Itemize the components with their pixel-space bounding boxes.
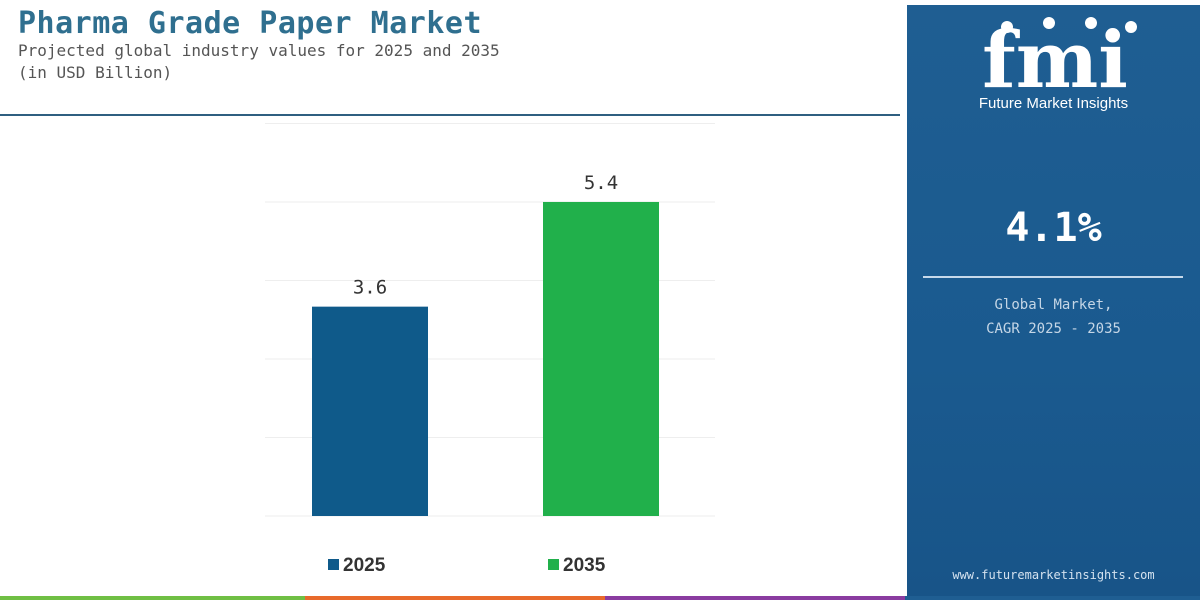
subtitle-line-1: Projected global industry values for 202… (18, 41, 500, 60)
data-label-2025: 3.6 (353, 277, 387, 299)
bars (312, 201, 659, 516)
chart-area: Pharma Grade Paper Market Projected glob… (0, 6, 900, 576)
cagr-label: Global Market, CAGR 2025 - 2035 (907, 293, 1200, 341)
bar-chart: 3.6 5.4 2025 2035 (265, 122, 715, 576)
logo-subtext: Future Market Insights (978, 95, 1129, 112)
logo-dot-2 (1043, 17, 1055, 29)
legend-swatch-2035 (548, 559, 559, 570)
strip-segment (305, 596, 605, 600)
strip-segment (605, 596, 905, 600)
bar-2035 (543, 201, 659, 516)
subtitle-line-2: (in USD Billion) (18, 63, 173, 82)
data-labels: 3.6 5.4 (353, 172, 618, 299)
bottom-color-strip (0, 596, 1200, 600)
logo-dot-3 (1085, 17, 1097, 29)
chart-subtitle: Projected global industry values for 202… (18, 40, 500, 84)
header-divider (0, 114, 900, 116)
bar-2025 (312, 306, 428, 516)
strip-segment (0, 596, 305, 600)
cagr-label-line-2: CAGR 2025 - 2035 (986, 321, 1121, 337)
panel-divider (923, 276, 1183, 278)
fmi-logo: fmi (982, 15, 1137, 95)
data-label-2035: 5.4 (584, 172, 618, 194)
legend-label-2035: 2035 (563, 555, 606, 576)
legend-swatch-2025 (328, 559, 339, 570)
cagr-value: 4.1% (1005, 205, 1102, 251)
logo-dot-4 (1125, 21, 1137, 33)
legend: 2025 2035 (328, 555, 606, 576)
chart-title: Pharma Grade Paper Market (18, 6, 483, 41)
legend-label-2025: 2025 (343, 555, 386, 576)
side-panel: fmi Future Market Insights 4.1% Global M… (907, 5, 1200, 600)
logo-dot-1 (1001, 21, 1013, 33)
strip-segment (905, 596, 1200, 600)
cagr-label-line-1: Global Market, (994, 297, 1113, 313)
website-link[interactable]: www.futuremarketinsights.com (952, 568, 1155, 582)
